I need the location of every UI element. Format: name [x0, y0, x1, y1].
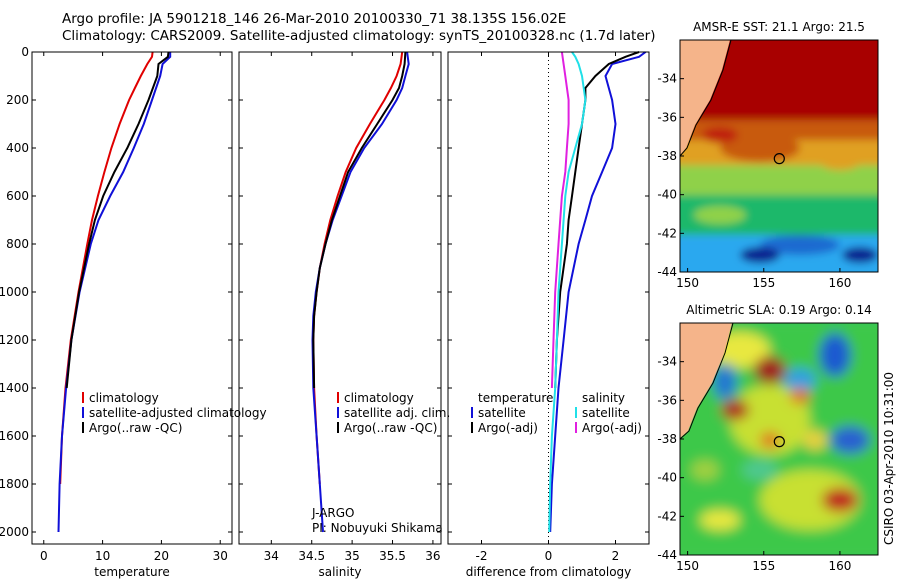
- legend-entry: satellite-adjusted climatology: [89, 406, 267, 420]
- y-tick-label: 200: [6, 93, 29, 107]
- x-tick-label: 20: [154, 549, 169, 563]
- legend-entry: Argo(-adj): [478, 421, 538, 435]
- y-tick-label: -44: [657, 548, 677, 562]
- plot-frame: [447, 51, 650, 545]
- legend-entry: climatology: [344, 391, 414, 405]
- x-axis-label: salinity: [318, 565, 361, 579]
- x-tick-label: -2: [476, 549, 488, 563]
- x-axis-label: temperature: [94, 565, 169, 579]
- x-tick-label: 0: [40, 549, 48, 563]
- y-tick-label: -44: [657, 265, 677, 279]
- y-tick-label: -36: [657, 393, 677, 407]
- legend-entry: Argo(-adj): [582, 421, 642, 435]
- x-tick-label: 34: [264, 549, 279, 563]
- x-tick-label: 160: [828, 559, 851, 573]
- series-line-satellite-adjusted-climatology: [57, 52, 172, 533]
- series-line-salinity-satellite: [548, 51, 587, 533]
- x-tick-label: 2: [612, 549, 620, 563]
- header-line-2: Climatology: CARS2009. Satellite-adjuste…: [62, 28, 656, 44]
- y-tick-label: -40: [657, 188, 677, 202]
- y-tick-label: -42: [657, 509, 677, 523]
- argo-position-marker: [773, 436, 785, 448]
- x-tick-label: 30: [213, 549, 228, 563]
- series-line-argo-raw-qc-: [312, 51, 407, 389]
- y-tick-label: 400: [6, 141, 29, 155]
- header-line-1: Argo profile: JA 5901218_146 26-Mar-2010…: [62, 11, 567, 27]
- footer-timestamp: CSIRO 03-Apr-2010 10:31:00: [882, 372, 896, 545]
- y-tick-label: 2000: [0, 525, 29, 539]
- map-title: AMSR-E SST: 21.1 Argo: 21.5: [693, 20, 865, 34]
- y-tick-label: 1600: [0, 429, 29, 443]
- series-line-temperature-satellite: [549, 51, 647, 533]
- legend-entry: climatology: [89, 391, 159, 405]
- y-tick-label: -38: [657, 432, 677, 446]
- y-tick-label: 0: [21, 45, 29, 59]
- y-tick-label: 800: [6, 237, 29, 251]
- y-tick-label: -34: [657, 72, 677, 86]
- x-tick-label: 35.5: [379, 549, 406, 563]
- x-tick-label: 150: [676, 559, 699, 573]
- annotation-line: J-ARGO: [311, 506, 354, 520]
- x-tick-label: 155: [752, 276, 775, 290]
- x-tick-label: 34.5: [298, 549, 325, 563]
- series-line-temperature-argo-adj-: [554, 51, 640, 389]
- legend-entry: salinity: [582, 391, 625, 405]
- y-tick-label: -42: [657, 226, 677, 240]
- x-tick-label: 150: [676, 276, 699, 290]
- legend-entry: Argo(..raw -QC): [344, 421, 437, 435]
- argo-position-marker: [773, 153, 785, 165]
- legend-entry: temperature: [478, 391, 553, 405]
- map-title: Altimetric SLA: 0.19 Argo: 0.14: [686, 303, 871, 317]
- y-tick-label: -36: [657, 110, 677, 124]
- y-tick-label: -38: [657, 149, 677, 163]
- legend-entry: Argo(..raw -QC): [89, 421, 182, 435]
- plot-frame: [31, 51, 233, 545]
- sla-map-field: [680, 323, 878, 555]
- plot-frame: [238, 51, 442, 545]
- legend-entry: satellite: [582, 406, 630, 420]
- y-tick-label: 1200: [0, 333, 29, 347]
- x-tick-label: 36: [425, 549, 440, 563]
- x-axis-label: difference from climatology: [466, 565, 632, 579]
- x-tick-label: 35: [344, 549, 359, 563]
- series-line-satellite-adj-clim-: [311, 51, 410, 533]
- legend-entry: satellite: [478, 406, 526, 420]
- y-tick-label: -34: [657, 355, 677, 369]
- y-tick-label: 1400: [0, 381, 29, 395]
- y-tick-label: 1000: [0, 285, 29, 299]
- series-line-argo-raw-qc-: [65, 51, 170, 389]
- x-tick-label: 10: [95, 549, 110, 563]
- legend-entry: satellite adj. clim.: [344, 406, 450, 420]
- series-line-salinity-argo-adj-: [550, 51, 570, 389]
- x-tick-label: 155: [752, 559, 775, 573]
- x-tick-label: 160: [828, 276, 851, 290]
- sst-map-field: [680, 40, 878, 272]
- y-tick-label: -40: [657, 471, 677, 485]
- y-tick-label: 1800: [0, 477, 29, 491]
- y-tick-label: 600: [6, 189, 29, 203]
- annotation-line: PI: Nobuyuki Shikama: [312, 521, 443, 535]
- x-tick-label: 0: [545, 549, 553, 563]
